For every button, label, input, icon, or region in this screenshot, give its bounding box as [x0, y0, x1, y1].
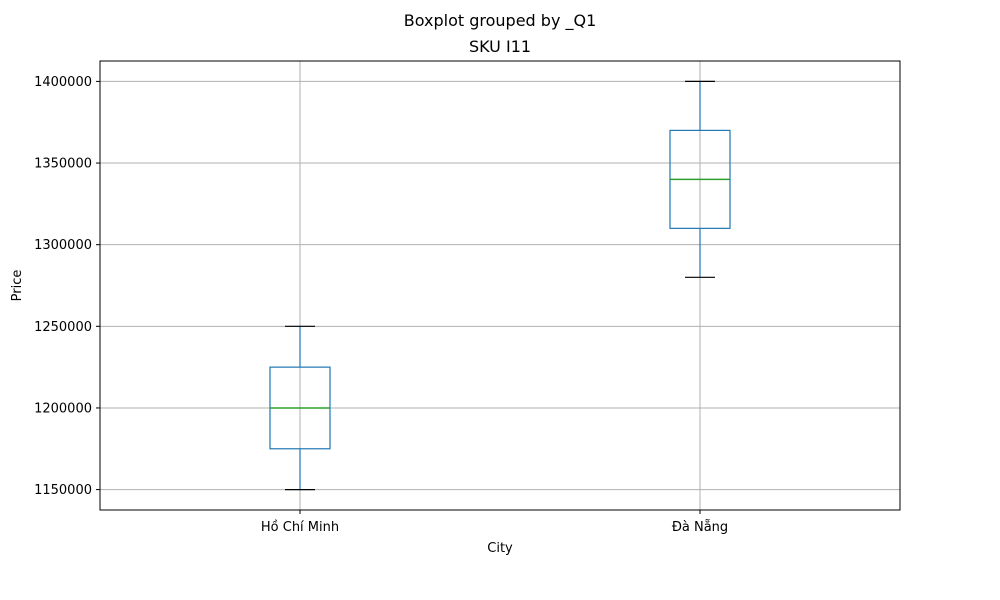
- y-tick-label: 1350000: [34, 157, 92, 172]
- y-tick-label: 1200000: [34, 401, 92, 416]
- x-tick-label: Đà Nẵng: [672, 520, 728, 535]
- tick-layer: 1150000 1200000 1250000 1300000 1350000 14000…: [34, 75, 728, 535]
- chart-title: SKU I11: [469, 37, 531, 56]
- y-tick-label: 1400000: [34, 75, 92, 90]
- plot-area-frame: [99, 60, 901, 511]
- y-tick-label: 1150000: [34, 483, 92, 498]
- x-tick-label: Hồ Chí Minh: [261, 520, 339, 535]
- box-layer: [269, 80, 731, 491]
- y-axis-label: Price: [10, 270, 25, 302]
- x-axis-label: City: [487, 541, 513, 556]
- y-tick-label: 1300000: [34, 238, 92, 253]
- grid-layer: [100, 61, 900, 510]
- y-tick-label: 1250000: [34, 320, 92, 335]
- chart-suptitle: Boxplot grouped by _Q1: [404, 11, 597, 31]
